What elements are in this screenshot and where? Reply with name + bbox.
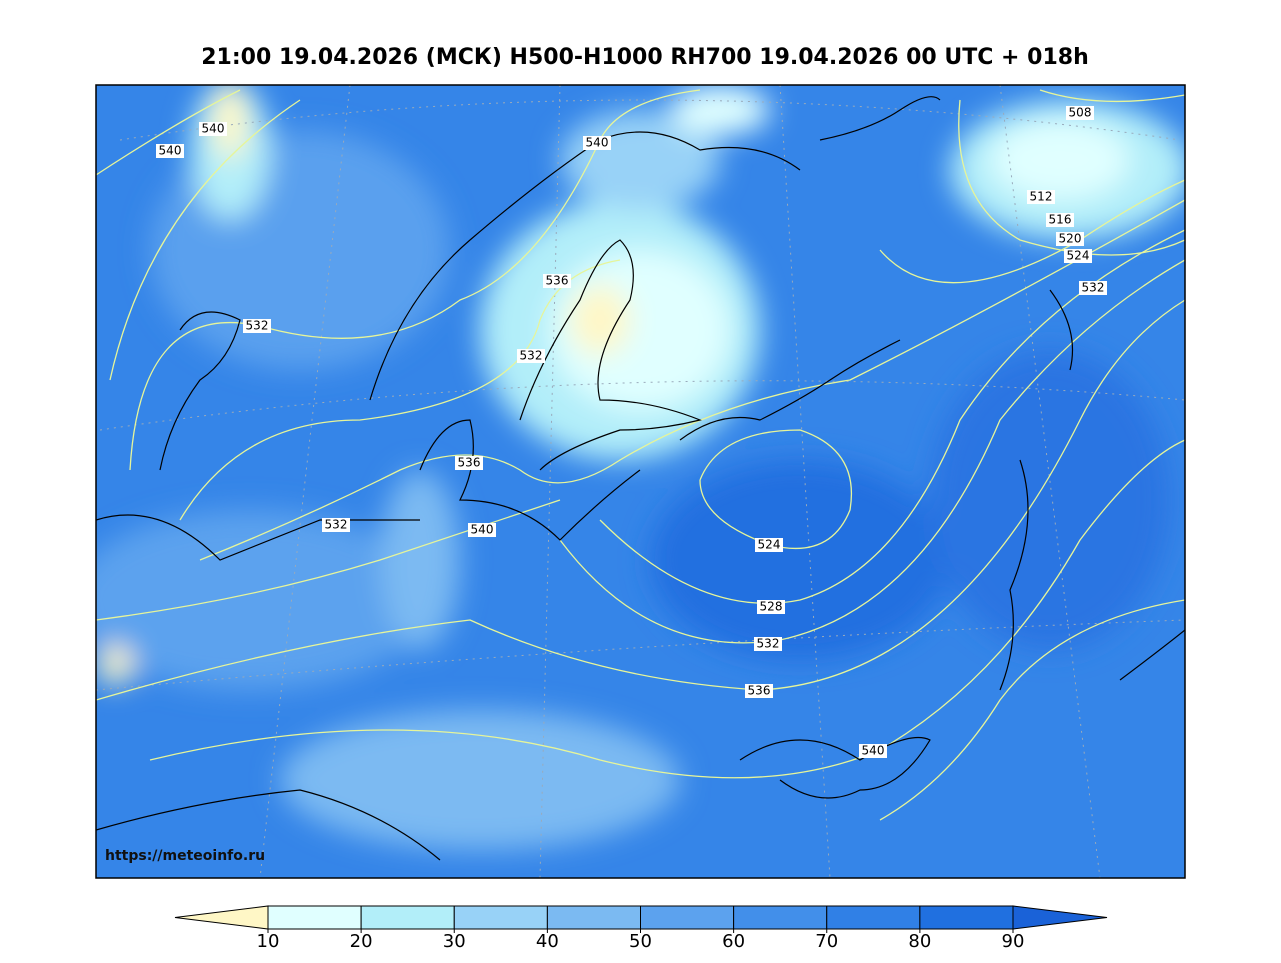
contour-label-box [468,523,496,537]
contour-label: 512 [1030,190,1053,204]
colorbar-tick-label: 80 [908,931,931,952]
contour-label: 536 [748,684,771,698]
contour-label-box [1046,213,1074,227]
colorbar-box [640,905,735,930]
colorbar-tick-label: 50 [629,931,652,952]
colorbar-tick-label: 10 [257,931,280,952]
contour-label-box [543,274,571,288]
colorbar-tick-label: 90 [1002,931,1025,952]
colorbar-extend-high [1012,905,1108,930]
contour-label-box [322,518,350,532]
contour-label: 532 [520,349,543,363]
contour-label-box [1064,249,1092,263]
contour-label-box [1027,190,1055,204]
colorbar-tick-label: 40 [536,931,559,952]
colorbar-tick-label: 70 [815,931,838,952]
contour-label-box [745,684,773,698]
watermark: https://meteoinfo.ru [105,848,265,864]
contour-label: 532 [246,319,269,333]
colorbar-box [267,905,362,930]
colorbar-box [919,905,1014,930]
contour-label-box [1066,106,1094,120]
contour-label: 540 [159,144,182,158]
colorbar-tick-label: 20 [350,931,373,952]
contour-label-box [199,122,227,136]
contour-label: 520 [1059,232,1082,246]
contours [96,89,1185,821]
contour-label-box [455,456,483,470]
contour-label-box [517,349,545,363]
contour-label-box [757,600,785,614]
contour-label-box [754,637,782,651]
contour-label-box [583,136,611,150]
colorbar-box [546,905,641,930]
humidity-field [96,85,1185,850]
contour-label-box [1079,281,1107,295]
contour-label: 508 [1069,106,1092,120]
contour-label: 524 [758,538,781,552]
contour-label: 532 [1082,281,1105,295]
contour-label-box [755,538,783,552]
contour-label-box [859,744,887,758]
contour-label: 528 [760,600,783,614]
colorbar-extend-low [174,905,269,930]
contour-label: 536 [458,456,481,470]
contour-label: 516 [1049,213,1072,227]
contour-label: 536 [546,274,569,288]
contour-labels: 540 540 540 508 512 516 520 524 532 536 532 532 536 5… [156,106,1107,758]
title: 21:00 19.04.2026 (МСК) H500-H1000 RH700 … [201,45,1088,70]
contour-label-box [156,144,184,158]
contour-label: 540 [586,136,609,150]
colorbar: 10 20 30 40 50 60 70 80 90 [174,905,1108,952]
contour-label: 524 [1067,249,1090,263]
contour-label: 532 [325,518,348,532]
colorbar-box [826,905,921,930]
contour-label: 540 [471,523,494,537]
map: 540 540 540 508 512 516 520 524 532 536 532 532 536 5… [96,85,1185,878]
colorbar-box [360,905,455,930]
contour-label: 540 [202,122,225,136]
colorbar-box [453,905,548,930]
colorbar-tick-label: 60 [722,931,745,952]
contour-label: 532 [757,637,780,651]
contour-label-box [243,319,271,333]
colorbar-box [733,905,828,930]
colorbar-tick-label: 30 [443,931,466,952]
map-frame [95,84,1186,879]
contour-label: 540 [862,744,885,758]
contour-label-box [1056,232,1084,246]
